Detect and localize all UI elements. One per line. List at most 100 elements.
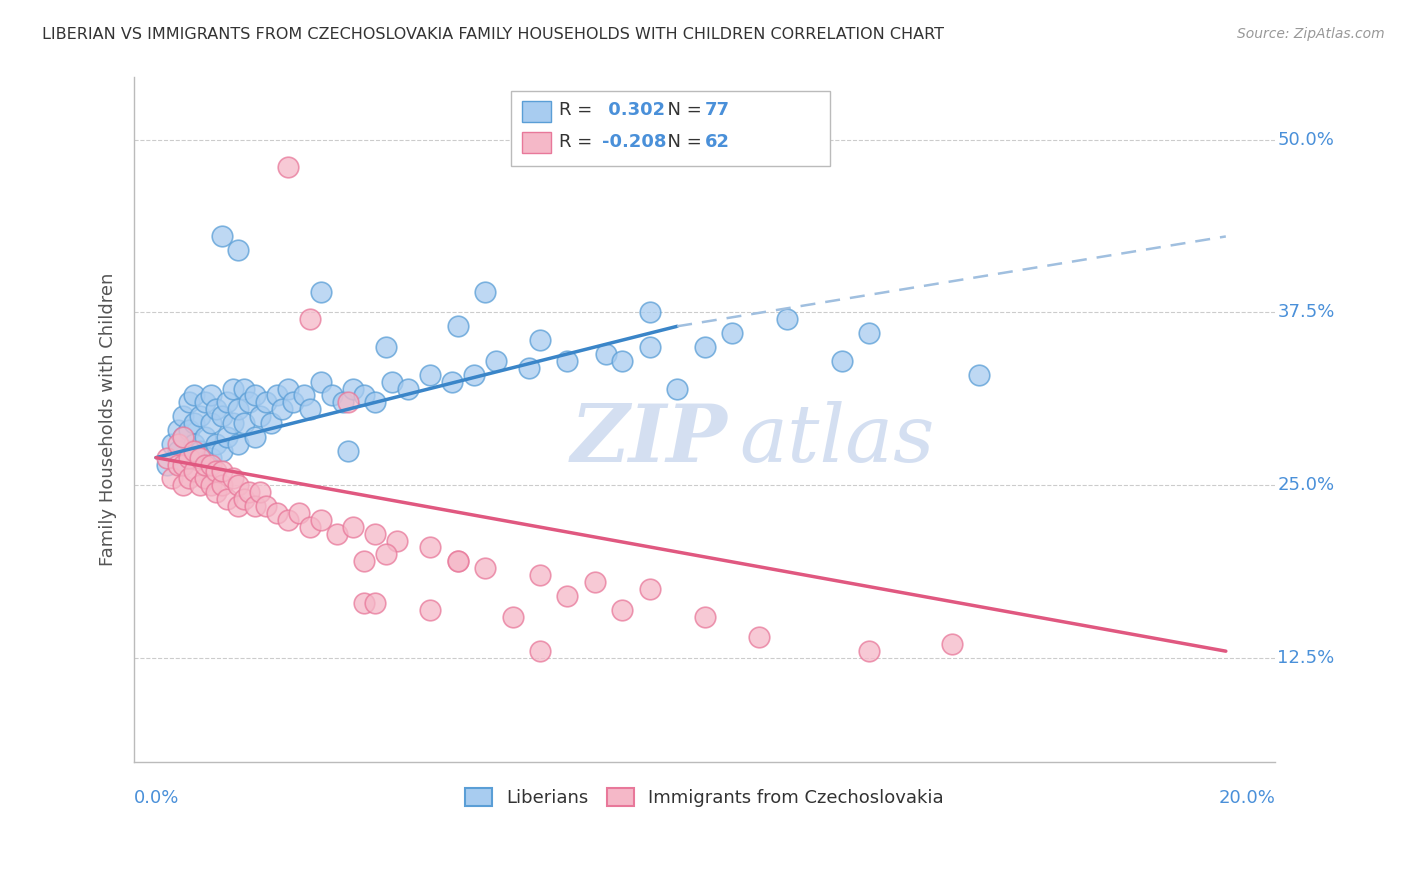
Point bbox=[638, 582, 661, 596]
Point bbox=[172, 409, 194, 424]
Text: R =: R = bbox=[558, 102, 598, 120]
Point bbox=[249, 409, 271, 424]
Point bbox=[298, 402, 321, 417]
Point bbox=[353, 596, 375, 610]
Point bbox=[254, 395, 277, 409]
Point bbox=[309, 285, 332, 299]
Point bbox=[205, 465, 228, 479]
Point bbox=[474, 285, 496, 299]
Text: 37.5%: 37.5% bbox=[1278, 303, 1334, 321]
Point bbox=[447, 319, 470, 334]
Point bbox=[375, 548, 398, 562]
Point bbox=[612, 354, 634, 368]
Point bbox=[188, 478, 211, 492]
Point bbox=[337, 395, 360, 409]
FancyBboxPatch shape bbox=[522, 102, 551, 122]
Point bbox=[249, 485, 271, 500]
Point bbox=[342, 382, 364, 396]
Text: LIBERIAN VS IMMIGRANTS FROM CZECHOSLOVAKIA FAMILY HOUSEHOLDS WITH CHILDREN CORRE: LIBERIAN VS IMMIGRANTS FROM CZECHOSLOVAK… bbox=[42, 27, 945, 42]
Point bbox=[205, 485, 228, 500]
Point bbox=[188, 450, 211, 465]
Point bbox=[183, 416, 205, 430]
Text: 77: 77 bbox=[704, 102, 730, 120]
Point bbox=[287, 506, 309, 520]
Text: R =: R = bbox=[558, 133, 598, 151]
Point bbox=[172, 458, 194, 472]
Point bbox=[217, 492, 239, 507]
Point bbox=[222, 382, 245, 396]
Point bbox=[200, 388, 222, 402]
Text: ZIP: ZIP bbox=[571, 401, 727, 479]
Point bbox=[387, 533, 409, 548]
Point bbox=[194, 395, 217, 409]
Point bbox=[967, 368, 990, 382]
Point bbox=[858, 326, 880, 341]
Point bbox=[177, 471, 200, 485]
Point bbox=[463, 368, 485, 382]
Point bbox=[162, 437, 184, 451]
Point bbox=[557, 589, 579, 603]
Point bbox=[375, 340, 398, 354]
Point bbox=[238, 395, 260, 409]
Point bbox=[226, 402, 249, 417]
Point bbox=[381, 375, 404, 389]
Point bbox=[167, 443, 190, 458]
Point bbox=[183, 388, 205, 402]
Point bbox=[211, 409, 233, 424]
Point bbox=[177, 395, 200, 409]
Text: N =: N = bbox=[655, 102, 707, 120]
Point bbox=[419, 541, 441, 555]
Point bbox=[194, 471, 217, 485]
Point bbox=[321, 388, 343, 402]
Text: Source: ZipAtlas.com: Source: ZipAtlas.com bbox=[1237, 27, 1385, 41]
Point bbox=[529, 644, 551, 658]
Point bbox=[156, 458, 179, 472]
Point bbox=[172, 430, 194, 444]
Point bbox=[858, 644, 880, 658]
Point bbox=[309, 513, 332, 527]
Point bbox=[353, 554, 375, 568]
Point bbox=[211, 443, 233, 458]
Point bbox=[364, 526, 387, 541]
Point bbox=[557, 354, 579, 368]
Point bbox=[277, 382, 299, 396]
Text: 0.0%: 0.0% bbox=[134, 789, 180, 807]
Point bbox=[177, 423, 200, 437]
Point bbox=[232, 416, 254, 430]
Point bbox=[693, 340, 716, 354]
Point bbox=[529, 333, 551, 347]
Point bbox=[222, 416, 245, 430]
Point bbox=[298, 520, 321, 534]
Point bbox=[172, 478, 194, 492]
Point bbox=[447, 554, 470, 568]
Point bbox=[638, 305, 661, 319]
Point bbox=[177, 450, 200, 465]
Legend: Liberians, Immigrants from Czechoslovakia: Liberians, Immigrants from Czechoslovaki… bbox=[458, 780, 952, 814]
Point bbox=[298, 312, 321, 326]
Point bbox=[292, 388, 315, 402]
Point bbox=[277, 513, 299, 527]
Point bbox=[226, 244, 249, 258]
Text: atlas: atlas bbox=[738, 401, 934, 479]
Point bbox=[254, 499, 277, 513]
Point bbox=[529, 568, 551, 582]
Point bbox=[485, 354, 508, 368]
Text: 12.5%: 12.5% bbox=[1278, 649, 1334, 667]
Point bbox=[353, 388, 375, 402]
Point bbox=[364, 395, 387, 409]
Point bbox=[167, 423, 190, 437]
Point bbox=[277, 161, 299, 175]
Y-axis label: Family Households with Children: Family Households with Children bbox=[100, 273, 117, 566]
Point bbox=[595, 347, 617, 361]
Point bbox=[776, 312, 799, 326]
Point bbox=[211, 465, 233, 479]
Point bbox=[183, 437, 205, 451]
Point bbox=[172, 430, 194, 444]
Point bbox=[222, 471, 245, 485]
Point bbox=[309, 375, 332, 389]
Point bbox=[396, 382, 419, 396]
Point bbox=[188, 409, 211, 424]
Point bbox=[364, 596, 387, 610]
Point bbox=[156, 450, 179, 465]
Point bbox=[205, 402, 228, 417]
